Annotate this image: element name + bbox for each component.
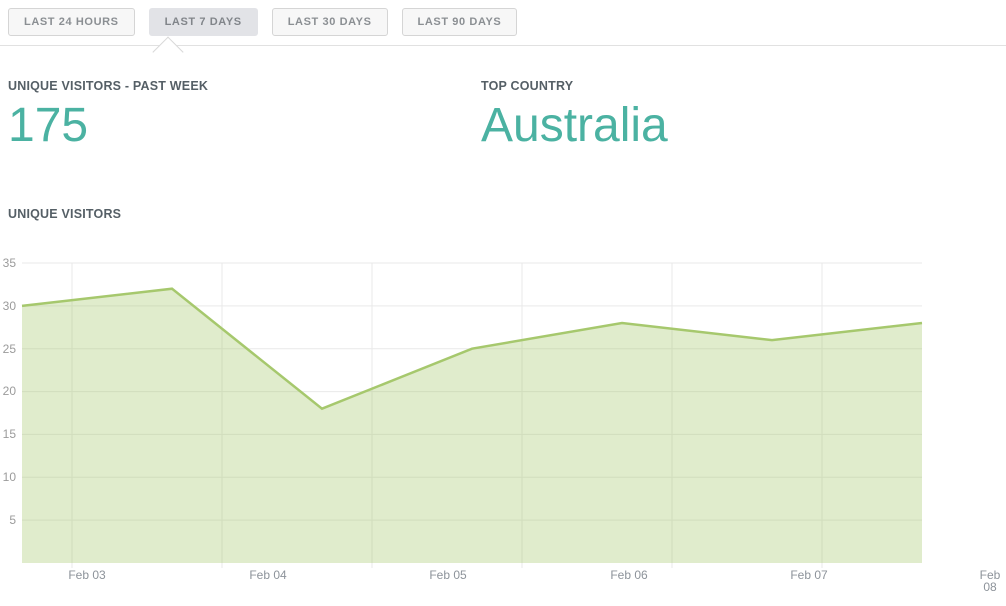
y-axis-label: 25 <box>2 342 16 356</box>
stat-label: TOP COUNTRY <box>481 79 574 93</box>
tab-last-7-days[interactable]: LAST 7 DAYS <box>148 8 258 36</box>
x-axis-label: Feb 03 <box>68 568 106 582</box>
y-axis-label: 20 <box>2 384 16 398</box>
x-axis-label: Feb 06 <box>610 568 648 582</box>
tab-last-24-hours[interactable]: LAST 24 HOURS <box>8 8 135 36</box>
chart-title: UNIQUE VISITORS <box>8 207 122 221</box>
active-tab-pointer-icon <box>152 36 184 68</box>
stat-value: 175 <box>8 99 89 152</box>
time-range-tabs: LAST 24 HOURS LAST 7 DAYS LAST 30 DAYS L… <box>8 8 518 36</box>
y-axis-label: 35 <box>2 256 16 270</box>
tab-last-30-days[interactable]: LAST 30 DAYS <box>271 8 388 36</box>
y-axis-label: 15 <box>2 427 16 441</box>
tab-last-90-days[interactable]: LAST 90 DAYS <box>401 8 518 36</box>
stat-unique-visitors-week: UNIQUE VISITORS - PAST WEEK 175 <box>8 79 208 150</box>
x-axis-label: Feb 07 <box>790 568 828 582</box>
x-axis-label: Feb 05 <box>429 568 467 582</box>
stat-label: UNIQUE VISITORS - PAST WEEK <box>8 79 209 93</box>
visitors-area-chart <box>21 262 923 568</box>
tabs-divider <box>0 45 1006 46</box>
x-axis-label: Feb 04 <box>249 568 287 582</box>
y-axis-label: 10 <box>2 470 16 484</box>
stat-value: Australia <box>481 99 668 152</box>
stat-top-country: TOP COUNTRY Australia <box>481 79 668 150</box>
y-axis-label: 5 <box>9 513 16 527</box>
y-axis-label: 30 <box>2 299 16 313</box>
x-axis-label: Feb 08 <box>979 568 1001 594</box>
